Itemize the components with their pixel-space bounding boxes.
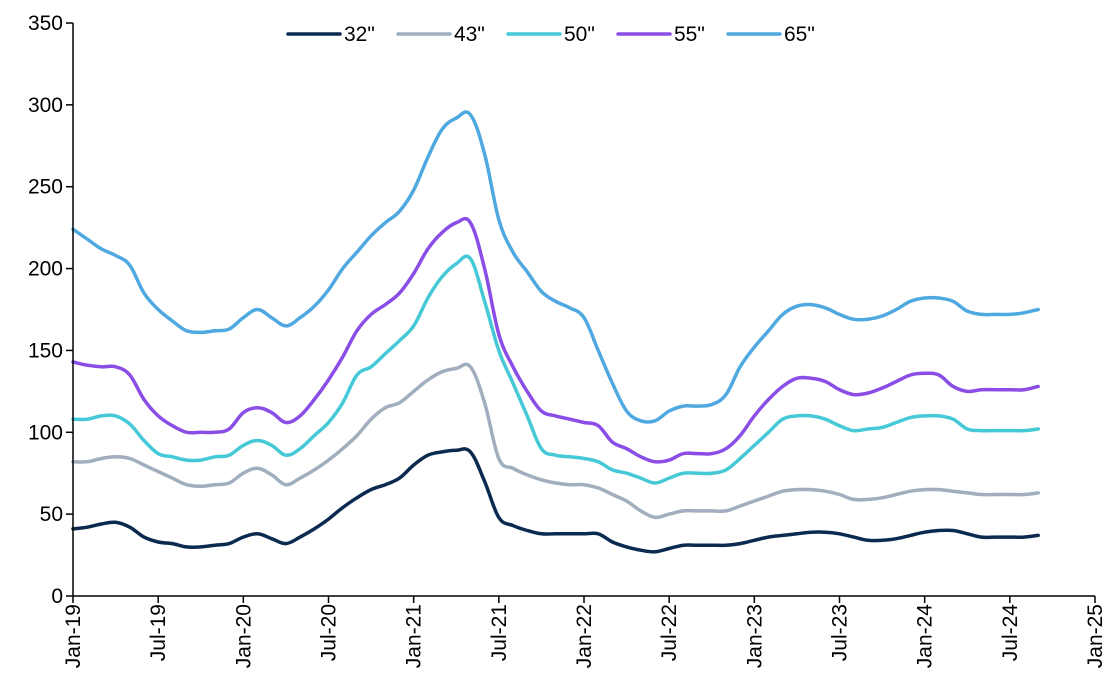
y-tick-label: 250 — [28, 176, 63, 199]
x-tick-label: Jul-21 — [488, 604, 511, 661]
legend: 32" 43" 50" 55" 65" — [286, 23, 815, 46]
series-lines — [71, 110, 1040, 554]
x-tick-label: Jan-20 — [232, 604, 255, 668]
x-tick-label: Jan-23 — [743, 604, 766, 668]
x-tick-label: Jul-23 — [829, 604, 852, 661]
y-tick-label: 50 — [40, 503, 63, 526]
legend-label: 55" — [674, 23, 705, 46]
x-tick-label: Jan-22 — [573, 604, 596, 668]
y-axis-ticks: 0 50 100 150 200 250 300 350 — [28, 12, 73, 608]
x-axis-ticks: Jan-19 Jul-19 Jan-20 Jul-20 Jan-21 Jul-21 Jan-… — [62, 596, 1106, 668]
y-tick-label: 150 — [28, 339, 63, 362]
legend-label: 50" — [564, 23, 595, 46]
y-tick-label: 200 — [28, 258, 63, 281]
x-tick-label: Jul-22 — [658, 604, 681, 661]
y-tick-label: 350 — [28, 12, 63, 35]
series-line-2 — [71, 254, 1040, 485]
y-tick-label: 300 — [28, 94, 63, 117]
series-line-4 — [71, 110, 1040, 424]
y-tick-label: 100 — [28, 421, 63, 444]
x-tick-label: Jul-24 — [999, 604, 1022, 662]
series-line-3 — [71, 216, 1040, 464]
x-tick-label: Jan-25 — [1084, 604, 1106, 668]
legend-label: 65" — [784, 23, 815, 46]
x-tick-label: Jul-19 — [147, 604, 170, 661]
x-tick-label: Jan-21 — [403, 604, 426, 668]
x-tick-label: Jan-19 — [62, 604, 85, 668]
x-tick-label: Jan-24 — [914, 604, 937, 669]
legend-label: 32" — [344, 23, 375, 46]
y-tick-label: 0 — [51, 585, 63, 608]
series-line-1 — [71, 362, 1040, 520]
x-tick-label: Jul-20 — [318, 604, 341, 661]
legend-label: 43" — [454, 23, 485, 46]
series-line-0 — [71, 447, 1040, 554]
